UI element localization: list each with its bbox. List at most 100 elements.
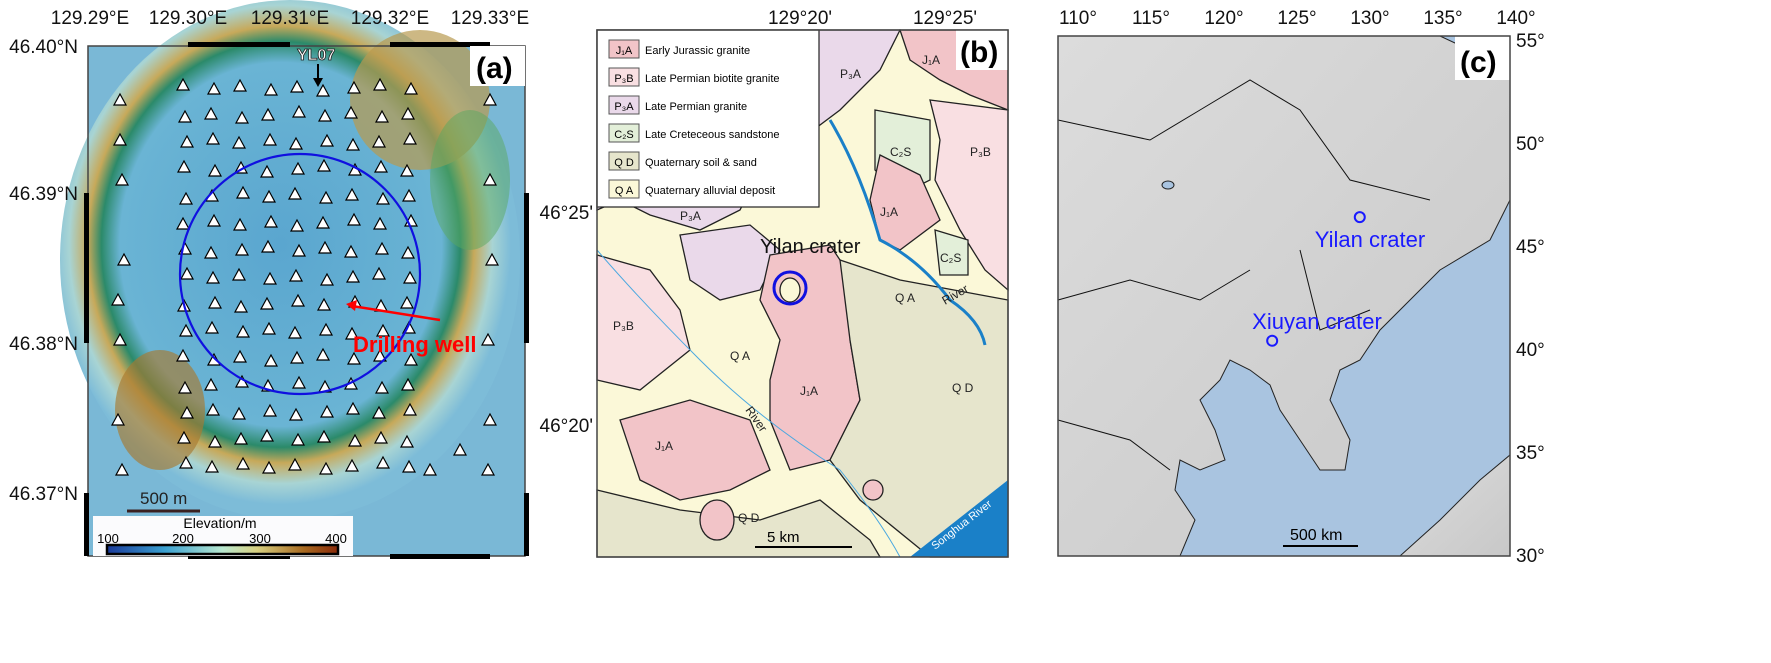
station-triangle [175, 216, 191, 230]
lat-tick: 46.40°N [9, 37, 78, 58]
station-triangle [422, 462, 438, 476]
station-triangle [319, 133, 335, 147]
colorbar [105, 543, 340, 556]
crater-label: Yilan crater [760, 236, 861, 258]
map-label: P₃B [613, 319, 634, 333]
station-triangle [262, 132, 278, 146]
map-label: Q D [738, 511, 760, 525]
station-triangle [346, 80, 362, 94]
legend-code: P₃B [614, 73, 633, 85]
station-triangle [399, 434, 415, 448]
station-triangle [480, 332, 496, 346]
map-label: C₂S [940, 251, 961, 265]
colorbar-tick: 100 [97, 531, 119, 546]
station-triangle [207, 163, 223, 177]
station-triangle [114, 172, 130, 186]
station-triangle [176, 159, 192, 173]
station-triangle [401, 459, 417, 473]
drilling-arrow [351, 304, 441, 322]
legend-code: P₃A [614, 101, 634, 113]
lat-tick: 55° [1516, 31, 1545, 52]
station-triangle [346, 212, 362, 226]
station-triangle [316, 297, 332, 311]
lat-tick: 46.38°N [9, 334, 78, 355]
station-triangle [317, 240, 333, 254]
station-triangle [400, 377, 416, 391]
map-label: J₁A [880, 205, 898, 219]
station-triangle [175, 77, 191, 91]
station-triangle [371, 266, 387, 280]
station-triangle [287, 186, 303, 200]
station-triangle [319, 272, 335, 286]
arrow-head [313, 78, 323, 87]
station-triangle [235, 456, 251, 470]
station-triangle [232, 78, 248, 92]
station-triangle [484, 252, 500, 266]
lon-tick: 129.29°E [51, 8, 129, 29]
station-triangle [177, 380, 193, 394]
station-triangle [233, 431, 249, 445]
station-triangle [231, 267, 247, 281]
drilling-well-label: Drilling well [353, 332, 476, 357]
station-triangle [400, 245, 416, 259]
lon-tick: 120° [1204, 8, 1243, 29]
station-triangle [206, 213, 222, 227]
lon-tick: 129.31°E [251, 8, 329, 29]
station-triangle [110, 412, 126, 426]
station-triangle [203, 377, 219, 391]
lon-ticks-a: 129.29°E 129.30°E 129.31°E 129.32°E 129.… [51, 8, 529, 29]
station-triangle [261, 460, 277, 474]
colorbar-tick: 300 [249, 531, 271, 546]
legend-text: Quaternary alluvial deposit [645, 185, 775, 197]
map-unit-labels: P₃A J₁A C₂S P₃B P₃A J₁A C₂S River Q A P₃… [613, 53, 991, 525]
station-triangle [207, 295, 223, 309]
legend-text: Late Permian biotite granite [645, 73, 780, 85]
map-label: Q D [952, 381, 974, 395]
station-triangle [262, 271, 278, 285]
station-triangle [235, 324, 251, 338]
station-triangle [287, 325, 303, 339]
legend-text: Late Permian granite [645, 101, 747, 113]
station-triangle [112, 132, 128, 146]
legend-swatch [608, 39, 640, 59]
site-marker [1353, 211, 1366, 224]
station-triangle [347, 433, 363, 447]
station-triangle [291, 243, 307, 257]
station-triangle [372, 348, 388, 362]
colorbar-title: Elevation/m [183, 515, 256, 531]
station-triangle [116, 252, 132, 266]
station-triangle [371, 405, 387, 419]
frame [1057, 35, 1511, 557]
lon-tick: 115° [1132, 8, 1170, 29]
ticks-b: 129°20' 129°25' 46°25' 46°20' [540, 8, 978, 437]
station-triangle [231, 406, 247, 420]
legend-swatch [608, 179, 640, 199]
station-triangle [206, 81, 222, 95]
station-triangle [232, 349, 248, 363]
station-triangle [287, 457, 303, 471]
station-triangle [403, 81, 419, 95]
station-triangle [344, 458, 360, 472]
legend-swatch [608, 67, 640, 87]
station-triangle [318, 322, 334, 336]
station-triangle [288, 268, 304, 282]
lat-tick: 40° [1516, 340, 1545, 361]
station-triangle [290, 293, 306, 307]
unit-j1a [619, 399, 771, 501]
station-triangle [452, 442, 468, 456]
legend-code: C₂S [614, 129, 634, 141]
sites: Yilan crater Xiuyan crater [1252, 211, 1425, 347]
lat-tick: 46°25' [540, 203, 594, 224]
legend: J₁A Early Jurassic granite P₃B Late Permian… [596, 29, 820, 208]
station-triangle [261, 321, 277, 335]
station-triangle [482, 172, 498, 186]
station-triangle [203, 106, 219, 120]
colorbar-ticks: 100 200 300 400 [97, 531, 347, 546]
station-triangle [318, 190, 334, 204]
lon-tick: 125° [1277, 8, 1316, 29]
legend-swatch [608, 95, 640, 115]
station-triangle [179, 266, 195, 280]
station-triangle [319, 404, 335, 418]
lon-tick: 129.30°E [149, 8, 227, 29]
station-triangle [402, 270, 418, 284]
